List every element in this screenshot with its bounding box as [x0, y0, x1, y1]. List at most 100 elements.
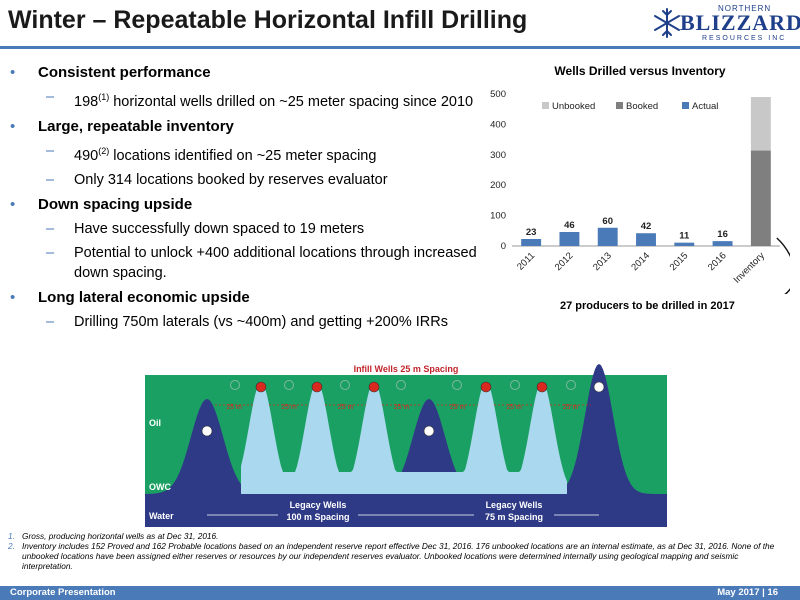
dash-icon: –	[46, 220, 55, 237]
sub-bullet-text-sup: (1)	[98, 92, 110, 102]
bullet-dot-icon: •	[10, 288, 16, 306]
future-well-marker	[452, 380, 462, 390]
curved-arrow-icon	[776, 237, 790, 294]
bar-value-label: 11	[679, 231, 690, 242]
title-divider	[0, 46, 800, 49]
bullet-heading: Down spacing upside	[38, 195, 193, 213]
sub-bullet-text-post: locations identified on ~25 meter spacin…	[109, 147, 377, 164]
logo-line-1: NORTHERN	[718, 4, 772, 13]
x-tick-label: 2016	[706, 250, 729, 273]
sub-bullet-text-pre: Have successfully down spaced to 19 mete…	[74, 220, 365, 237]
chart-annotation: 27 producers to be drilled in 2017	[560, 300, 735, 312]
footnote-number: 2.	[8, 541, 15, 551]
spacing-label: 25 m	[506, 404, 522, 411]
dash-icon: –	[46, 313, 55, 330]
oil-label: Oil	[149, 418, 161, 428]
company-logo: NORTHERN BLIZZARD RESOURCES INC	[652, 4, 800, 42]
infill-water-cones	[241, 382, 567, 494]
y-tick-label: 100	[490, 211, 506, 222]
footer-bar: Corporate Presentation May 2017 | 16	[0, 586, 800, 600]
legacy-well-marker	[423, 425, 435, 437]
x-tick-label: 2012	[553, 250, 576, 273]
bullet-heading: Large, repeatable inventory	[38, 117, 234, 135]
footnote-number: 1.	[8, 531, 15, 541]
footnote: 2. Inventory includes 152 Proved and 162 …	[8, 541, 788, 571]
x-tick-label: Inventory	[732, 250, 768, 286]
bullet-item: • Large, repeatable inventory – 490(2) loca…	[10, 116, 500, 190]
spacing-label: 25 m	[281, 404, 297, 411]
future-well-marker	[284, 380, 294, 390]
spacing-label: 25 m	[450, 404, 466, 411]
wells-chart: 0 100 200 300 400 500 23 2011 46 2012 60 2013 42 2014…	[490, 89, 790, 294]
legacy-well-marker	[593, 381, 605, 393]
future-well-marker	[510, 380, 520, 390]
x-tick-label: 2011	[515, 250, 537, 272]
bar-unbooked-Inventory	[750, 97, 771, 151]
bar-value-label: 60	[602, 216, 613, 227]
infill-wells-diagram: Infill Wells 25 m Spacing 25 m 25 m 25 m 25 …	[145, 361, 667, 527]
bar-booked-Inventory	[750, 150, 771, 246]
footnotes: 1. Gross, producing horizontal wells as a…	[8, 531, 788, 571]
sub-bullet-text-pre: Only 314 locations booked by reserves ev…	[74, 171, 388, 188]
future-well-marker	[340, 380, 350, 390]
sub-bullet-text-pre: 198	[74, 93, 99, 110]
logo-line-2: BLIZZARD	[680, 10, 800, 35]
legacy-well-marker	[201, 425, 213, 437]
dash-icon: –	[46, 244, 55, 261]
bullet-heading: Long lateral economic upside	[38, 288, 250, 306]
infill-well-marker	[480, 381, 492, 393]
x-tick-label: 2014	[629, 250, 652, 273]
logo-line-3: RESOURCES INC	[702, 35, 787, 42]
bar-value-label: 16	[717, 229, 728, 240]
sub-bullet-text-post: horizontal wells drilled on ~25 meter sp…	[109, 93, 474, 110]
y-tick-label: 500	[490, 89, 506, 100]
dash-icon: –	[46, 89, 55, 105]
bar-actual-2012	[559, 232, 580, 246]
legend-swatch	[616, 102, 623, 109]
infill-well-marker	[368, 381, 380, 393]
sub-bullet-item: – 198(1) horizontal wells drilled on ~25 …	[38, 87, 500, 112]
owc-label: OWC	[149, 482, 171, 492]
diagram-header	[145, 361, 667, 375]
bar-actual-2015	[674, 242, 695, 246]
sub-bullet-item: – Drilling 750m laterals (vs ~400m) and g…	[38, 312, 500, 332]
infill-well-marker	[255, 381, 267, 393]
diagram-title: Infill Wells 25 m Spacing	[354, 364, 459, 374]
infill-well-marker	[311, 381, 323, 393]
spacing-label: 25 m	[226, 404, 242, 411]
legend-swatch	[542, 102, 549, 109]
legend-label: Booked	[626, 101, 658, 112]
footnote-text: Inventory includes 152 Proved and 162 Pr…	[22, 541, 775, 571]
legacy-wells-label: Legacy Wells	[290, 500, 347, 510]
legacy-spacing-label: 75 m Spacing	[485, 512, 543, 522]
bullet-heading: Consistent performance	[38, 64, 211, 81]
page-title: Winter – Repeatable Horizontal Infill Dr…	[8, 6, 528, 34]
sub-bullet-item: – Potential to unlock +400 additional loc…	[38, 243, 500, 283]
bar-actual-2014	[636, 233, 656, 246]
future-well-marker	[566, 380, 576, 390]
future-well-marker	[396, 380, 406, 390]
legacy-label-box	[278, 497, 358, 525]
footnote-text: Gross, producing horizontal wells as at …	[22, 531, 219, 541]
y-tick-label: 200	[490, 180, 506, 191]
sub-bullet-text-pre: 490	[74, 147, 99, 164]
chart-title: Wells Drilled versus Inventory	[554, 64, 726, 78]
infill-well-marker	[536, 381, 548, 393]
sub-bullet-text-pre: Drilling 750m laterals (vs ~400m) and ge…	[74, 313, 448, 330]
y-tick-label: 400	[490, 119, 506, 130]
legend-swatch	[682, 102, 689, 109]
dash-icon: –	[46, 171, 55, 188]
y-tick-label: 300	[490, 150, 506, 161]
bullet-item: • Consistent performance – 198(1) horizonta…	[10, 62, 500, 112]
footer-right: May 2017 | 16	[717, 587, 778, 598]
bar-actual-2013	[597, 227, 618, 246]
snowflake-icon	[654, 8, 680, 38]
bar-value-label: 42	[641, 221, 652, 232]
bullet-item: • Down spacing upside – Have successfully d…	[10, 194, 500, 283]
spacing-label: 25 m	[394, 404, 410, 411]
footer-left: Corporate Presentation	[10, 587, 116, 598]
sub-bullet-text-sup: (2)	[98, 145, 110, 156]
spacing-label: 25 m	[563, 404, 579, 411]
future-well-marker	[230, 380, 240, 390]
bullet-dot-icon: •	[10, 117, 16, 135]
